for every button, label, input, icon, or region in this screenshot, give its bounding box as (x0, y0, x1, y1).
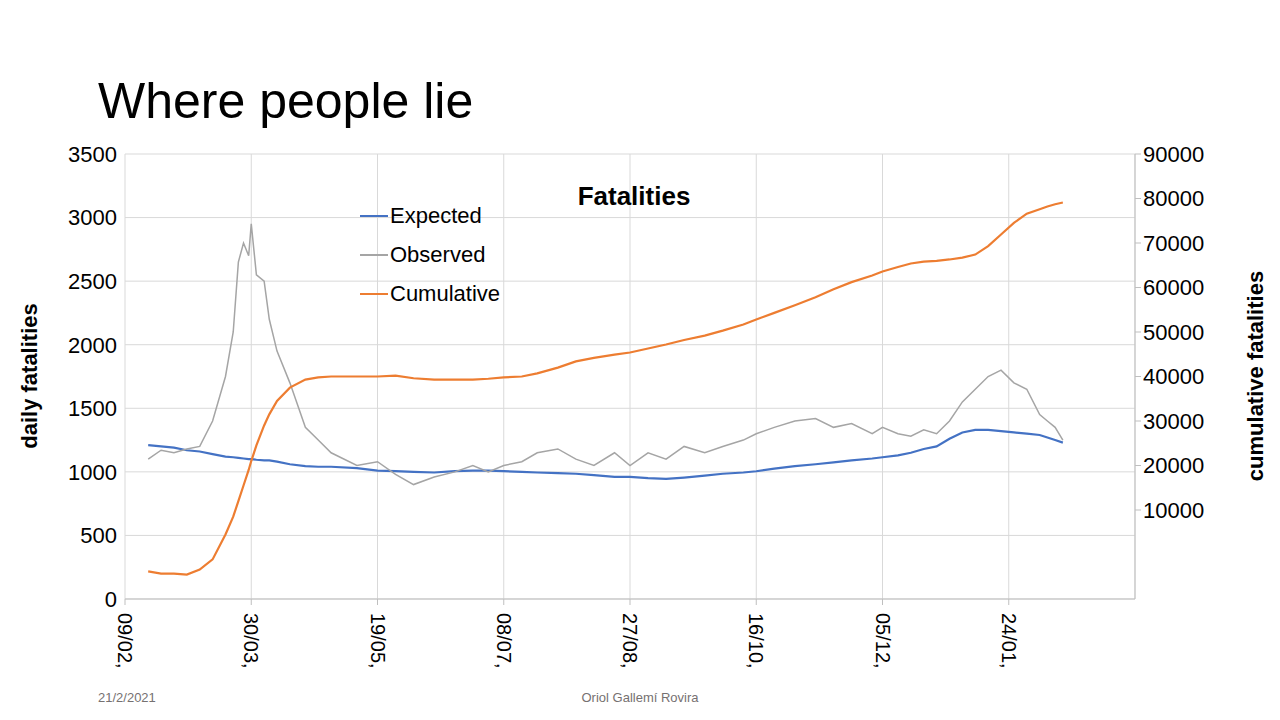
svg-text:3000: 3000 (68, 205, 117, 230)
svg-text:80000: 80000 (1143, 186, 1204, 211)
svg-text:2500: 2500 (68, 269, 117, 294)
svg-text:08/07,: 08/07, (493, 613, 515, 669)
svg-text:1500: 1500 (68, 396, 117, 421)
svg-text:1000: 1000 (68, 460, 117, 485)
svg-text:30/03,: 30/03, (240, 613, 262, 669)
html-text:21/2/2021: 21/2/2021 (98, 690, 156, 705)
svg-text:50000: 50000 (1143, 320, 1204, 345)
svg-text:05/12,: 05/12, (872, 613, 894, 669)
svg-text:2000: 2000 (68, 333, 117, 358)
svg-text:500: 500 (80, 523, 117, 548)
svg-text:40000: 40000 (1143, 364, 1204, 389)
svg-text:30000: 30000 (1143, 409, 1204, 434)
svg-text:19/05,: 19/05, (367, 613, 389, 669)
svg-text:3500: 3500 (68, 142, 117, 167)
html-text:Where people lie: Where people lie (98, 73, 474, 129)
svg-text:90000: 90000 (1143, 142, 1204, 167)
svg-text:20000: 20000 (1143, 453, 1204, 478)
html-text:Observed: Observed (390, 242, 486, 267)
html-text:Cumulative: Cumulative (390, 281, 500, 306)
svg-text:09/02,: 09/02, (114, 613, 136, 669)
svg-text:16/10,: 16/10, (745, 613, 767, 669)
html-text:daily fatalities: daily fatalities (17, 303, 42, 449)
svg-text:0: 0 (105, 587, 117, 612)
html-text:cumulative fatalities: cumulative fatalities (1243, 270, 1268, 482)
svg-text:10000: 10000 (1143, 498, 1204, 523)
html-text:Oriol Gallemí Rovira: Oriol Gallemí Rovira (581, 690, 699, 705)
svg-text:27/08,: 27/08, (619, 613, 641, 669)
svg-text:24/01,: 24/01, (998, 613, 1020, 669)
svg-text:70000: 70000 (1143, 231, 1204, 256)
svg-text:60000: 60000 (1143, 275, 1204, 300)
html-text:Expected: Expected (390, 203, 482, 228)
html-text:Fatalities: Fatalities (577, 180, 691, 211)
